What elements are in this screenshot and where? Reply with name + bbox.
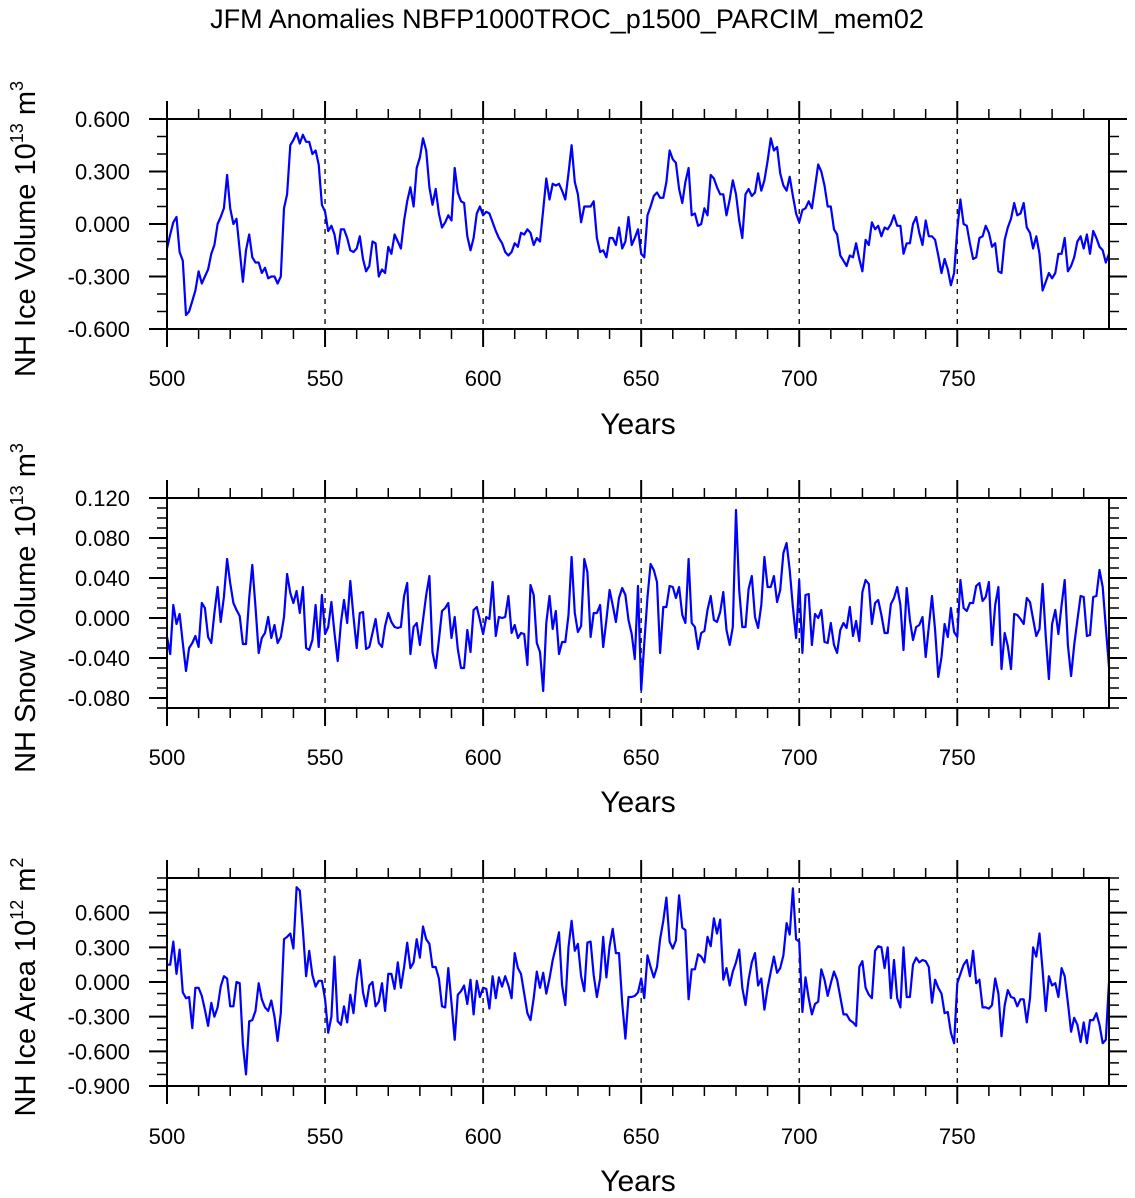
y-axis-title-text: NH Ice Volume 10 <box>10 143 42 377</box>
y-axis-title-unit: m <box>10 868 42 900</box>
y-tick-label: -0.600 <box>68 1039 130 1064</box>
y-tick-label: -0.040 <box>68 646 130 671</box>
x-tick-label: 750 <box>939 1124 976 1149</box>
y-tick-label: 0.000 <box>75 606 130 631</box>
y-tick-label: 0.120 <box>75 486 130 511</box>
x-axis-title: Years <box>600 1165 676 1198</box>
x-tick-label: 600 <box>465 745 502 770</box>
series-line <box>165 508 1111 693</box>
y-tick-label: 0.080 <box>75 526 130 551</box>
y-axis-title-unit-exp: 3 <box>7 81 27 91</box>
x-axis-title: Years <box>600 786 676 819</box>
plot-frame <box>166 497 1110 709</box>
y-axis-title-exp: 13 <box>7 485 27 505</box>
y-tick-label: -0.300 <box>68 265 130 290</box>
x-tick-label: 650 <box>623 745 660 770</box>
y-tick-label: 0.300 <box>75 935 130 960</box>
x-tick-label: 500 <box>149 1124 186 1149</box>
y-tick-label: -0.080 <box>68 686 130 711</box>
x-tick-label: 500 <box>149 745 186 770</box>
x-tick-label: 650 <box>623 366 660 391</box>
x-tick-label: 550 <box>307 366 344 391</box>
x-tick-label: 500 <box>149 366 186 391</box>
y-axis-title-unit-exp: 3 <box>7 443 27 453</box>
x-tick-label: 750 <box>939 745 976 770</box>
panel-3: -0.900 -0.600 -0.300 0.000 0.300 0.600 500 550 6… <box>7 858 1127 1198</box>
panel-1: -0.600 -0.300 0.000 0.300 0.600 500 550 600 650 7… <box>7 81 1127 441</box>
y-tick-label: 0.000 <box>75 970 130 995</box>
y-tick-label: 0.600 <box>75 901 130 926</box>
panel-2: -0.080 -0.040 0.000 0.040 0.080 0.120 500 550 60… <box>7 443 1127 819</box>
x-tick-label: 700 <box>781 1124 818 1149</box>
y-axis-title: NH Ice Area 1012 m2 <box>7 858 42 1117</box>
chart-title: JFM Anomalies NBFP1000TROC_p1500_PARCIM_… <box>210 4 924 34</box>
y-tick-label: -0.300 <box>68 1005 130 1030</box>
y-axis-title: NH Snow Volume 1013 m3 <box>7 443 42 773</box>
y-axis-title-text: NH Ice Area 10 <box>10 920 42 1117</box>
x-tick-label: 550 <box>307 745 344 770</box>
y-axis-title-unit: m <box>10 453 42 485</box>
plot-frame <box>166 118 1110 330</box>
series-line <box>167 886 1111 1076</box>
series-line <box>165 131 1111 317</box>
y-tick-label: 0.600 <box>75 107 130 132</box>
y-axis-title-exp: 13 <box>7 123 27 143</box>
x-tick-label: 700 <box>781 745 818 770</box>
y-tick-label: 0.040 <box>75 566 130 591</box>
x-axis-title: Years <box>600 408 676 441</box>
x-tick-label: 600 <box>465 1124 502 1149</box>
panels: -0.600 -0.300 0.000 0.300 0.600 500 550 600 650 7… <box>7 81 1127 1198</box>
x-tick-label: 650 <box>623 1124 660 1149</box>
y-tick-label: -0.900 <box>68 1074 130 1099</box>
y-axis-title-text: NH Snow Volume 10 <box>10 505 42 773</box>
x-tick-label: 750 <box>939 366 976 391</box>
y-tick-label: -0.600 <box>68 317 130 342</box>
y-tick-label: 0.000 <box>75 212 130 237</box>
x-tick-label: 550 <box>307 1124 344 1149</box>
x-tick-label: 600 <box>465 366 502 391</box>
x-tick-label: 700 <box>781 366 818 391</box>
plot-frame <box>166 877 1110 1087</box>
y-tick-label: 0.300 <box>75 160 130 185</box>
y-axis-title-unit: m <box>10 91 42 123</box>
y-axis-title-exp: 12 <box>7 900 27 920</box>
y-axis-title: NH Ice Volume 1013 m3 <box>7 81 42 377</box>
y-axis-title-unit-exp: 2 <box>7 858 27 868</box>
